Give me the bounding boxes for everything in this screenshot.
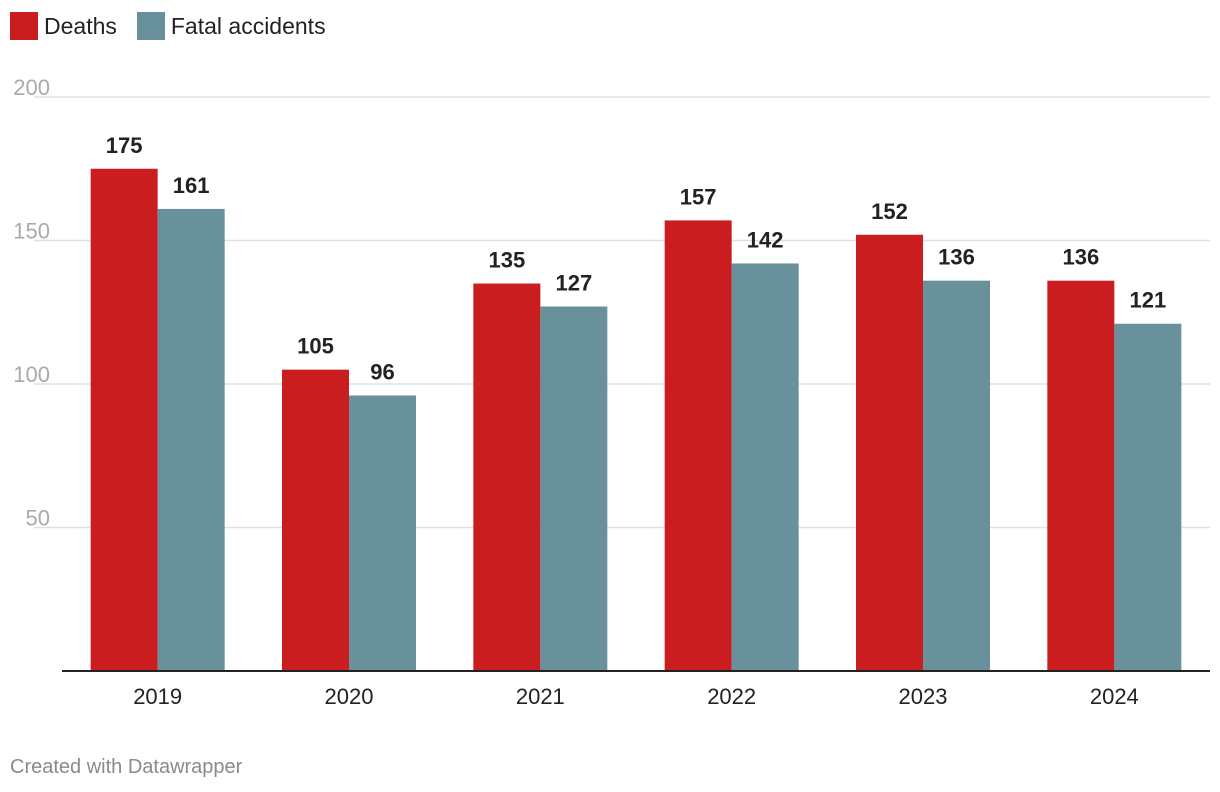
bar-fatal-accidents-2021 xyxy=(540,306,608,671)
y-tick-label-50: 50 xyxy=(26,506,50,531)
data-label-fatal-accidents-2023: 136 xyxy=(938,245,975,270)
bar-deaths-2024 xyxy=(1047,280,1115,671)
chart-legend: Deaths Fatal accidents xyxy=(10,12,346,40)
data-label-fatal-accidents-2022: 142 xyxy=(747,227,784,252)
data-label-deaths-2024: 136 xyxy=(1062,245,1099,270)
data-label-fatal-accidents-2020: 96 xyxy=(370,359,394,384)
data-label-deaths-2022: 157 xyxy=(680,184,717,209)
bar-fatal-accidents-2024 xyxy=(1114,323,1182,671)
y-tick-label-150: 150 xyxy=(13,219,50,244)
data-label-deaths-2021: 135 xyxy=(488,248,525,273)
data-label-fatal-accidents-2019: 161 xyxy=(173,173,210,198)
bar-deaths-2021 xyxy=(473,283,541,671)
bar-deaths-2019 xyxy=(90,168,158,671)
bar-deaths-2023 xyxy=(856,234,923,671)
bar-fatal-accidents-2022 xyxy=(731,263,799,671)
legend-item-fatal-accidents: Fatal accidents xyxy=(136,12,326,40)
data-label-deaths-2023: 152 xyxy=(871,199,908,224)
x-tick-label-2022: 2022 xyxy=(707,684,756,709)
bar-deaths-2020 xyxy=(282,369,349,671)
legend-label-deaths: Deaths xyxy=(44,12,117,39)
y-tick-label-100: 100 xyxy=(13,362,50,387)
bar-chart: 50 100 150 200 175 161 2019 105 96 2020 135 127 2021… xyxy=(13,75,1210,709)
data-label-fatal-accidents-2024: 121 xyxy=(1129,288,1166,313)
data-label-deaths-2019: 175 xyxy=(106,133,143,158)
x-tick-label-2021: 2021 xyxy=(516,684,565,709)
data-label-deaths-2020: 105 xyxy=(297,334,334,359)
y-tick-label-200: 200 xyxy=(13,75,50,100)
x-tick-label-2020: 2020 xyxy=(325,684,374,709)
data-label-fatal-accidents-2021: 127 xyxy=(555,271,592,296)
bar-fatal-accidents-2023 xyxy=(923,280,990,671)
bar-fatal-accidents-2020 xyxy=(349,395,416,671)
legend-swatch-deaths xyxy=(10,12,38,40)
bar-fatal-accidents-2019 xyxy=(157,208,225,671)
x-tick-label-2023: 2023 xyxy=(899,684,948,709)
bar-deaths-2022 xyxy=(664,220,732,671)
legend-item-deaths: Deaths xyxy=(10,12,117,40)
x-tick-label-2024: 2024 xyxy=(1090,684,1139,709)
footer-credit: Created with Datawrapper xyxy=(10,756,243,778)
legend-swatch-fatal-accidents xyxy=(136,12,165,40)
x-tick-label-2019: 2019 xyxy=(133,684,182,709)
legend-label-fatal-accidents: Fatal accidents xyxy=(170,12,326,39)
